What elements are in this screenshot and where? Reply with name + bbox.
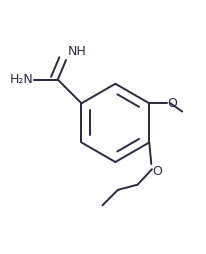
Text: H₂N: H₂N	[9, 73, 33, 86]
Text: NH: NH	[68, 45, 87, 58]
Text: O: O	[167, 97, 177, 110]
Text: O: O	[152, 165, 162, 178]
